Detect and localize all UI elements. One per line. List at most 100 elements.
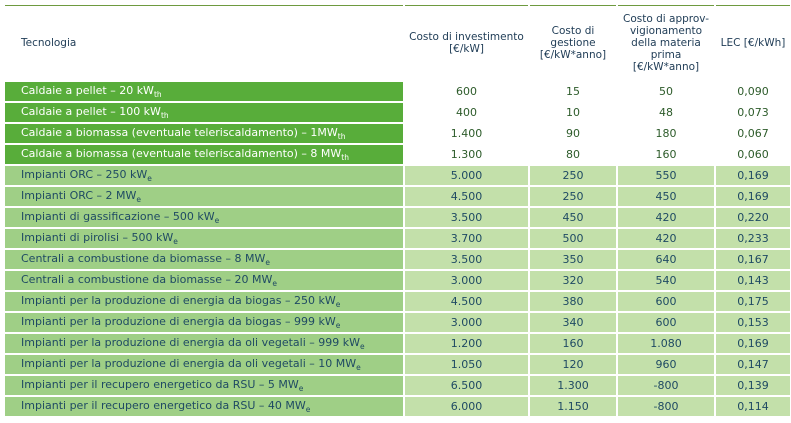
cell-gestione: 350: [530, 250, 616, 269]
cell-approvvigionamento: 180: [618, 124, 714, 143]
cell-approvvigionamento: 540: [618, 271, 714, 290]
unit-subscript: e: [214, 216, 220, 225]
table-row: Impianti di pirolisi – 500 kWe 3.700 500 42…: [5, 229, 790, 248]
table-row: Impianti per il recupero energetico da R…: [5, 397, 790, 416]
table-row: Caldaie a biomassa (eventuale teleriscal…: [5, 124, 790, 143]
cell-investimento: 4.500: [405, 187, 528, 206]
cell-gestione: 380: [530, 292, 616, 311]
unit-subscript: e: [173, 237, 178, 246]
cell-investimento: 5.000: [405, 166, 528, 185]
header-approvvigionamento: Costo di approv-vigionamento della mater…: [618, 5, 714, 80]
cell-tecnologia: Impianti per il recupero energetico da R…: [5, 376, 403, 395]
cell-tecnologia: Centrali a combustione da biomasse – 8 M…: [5, 250, 403, 269]
cell-gestione: 1.300: [530, 376, 616, 395]
cell-lec: 0,147: [716, 355, 790, 374]
unit-subscript: e: [298, 384, 304, 393]
cell-lec: 0,090: [716, 82, 790, 101]
technology-name: Caldaie a biomassa (eventuale teleriscal…: [21, 147, 342, 160]
unit-subscript: e: [335, 300, 341, 309]
cell-investimento: 1.050: [405, 355, 528, 374]
header-gestione: Costo di gestione [€/kW*anno]: [530, 5, 616, 80]
unit-subscript: e: [360, 342, 365, 351]
cell-investimento: 3.500: [405, 250, 528, 269]
cell-approvvigionamento: 600: [618, 313, 714, 332]
table-row: Centrali a combustione da biomasse – 8 M…: [5, 250, 790, 269]
cost-table-container: Tecnologia Costo di investimento [€/kW] …: [3, 3, 791, 420]
cell-lec: 0,220: [716, 208, 790, 227]
cell-approvvigionamento: 420: [618, 229, 714, 248]
technology-name: Centrali a combustione da biomasse – 20 …: [21, 273, 273, 286]
cell-investimento: 3.000: [405, 313, 528, 332]
cell-gestione: 120: [530, 355, 616, 374]
cell-gestione: 450: [530, 208, 616, 227]
cell-lec: 0,169: [716, 166, 790, 185]
cell-approvvigionamento: -800: [618, 376, 714, 395]
cell-approvvigionamento: 420: [618, 208, 714, 227]
cell-investimento: 6.000: [405, 397, 528, 416]
cell-lec: 0,169: [716, 187, 790, 206]
cell-approvvigionamento: 600: [618, 292, 714, 311]
cell-gestione: 340: [530, 313, 616, 332]
cell-gestione: 15: [530, 82, 616, 101]
table-row: Impianti ORC – 2 MWe 4.500 250 450 0,169: [5, 187, 790, 206]
cell-investimento: 400: [405, 103, 528, 122]
cell-gestione: 500: [530, 229, 616, 248]
technology-name: Caldaie a pellet – 100 kW: [21, 105, 161, 118]
cell-gestione: 320: [530, 271, 616, 290]
cell-tecnologia: Impianti per la produzione di energia da…: [5, 355, 403, 374]
cell-gestione: 10: [530, 103, 616, 122]
table-row: Impianti per la produzione di energia da…: [5, 334, 790, 353]
technology-name: Impianti di pirolisi – 500 kW: [21, 231, 174, 244]
technology-name: Impianti ORC – 250 kW: [21, 168, 148, 181]
technology-name: Impianti per il recupero energetico da R…: [21, 378, 299, 391]
cell-lec: 0,167: [716, 250, 790, 269]
cell-tecnologia: Caldaie a pellet – 20 kWth: [5, 82, 403, 101]
cell-approvvigionamento: 960: [618, 355, 714, 374]
unit-subscript: e: [335, 321, 341, 330]
cell-tecnologia: Impianti ORC – 2 MWe: [5, 187, 403, 206]
table-row: Centrali a combustione da biomasse – 20 …: [5, 271, 790, 290]
technology-name: Impianti per la produzione di energia da…: [21, 315, 336, 328]
unit-subscript: th: [337, 132, 346, 141]
table-row: Caldaie a biomassa (eventuale teleriscal…: [5, 145, 790, 164]
cell-lec: 0,175: [716, 292, 790, 311]
table-row: Caldaie a pellet – 20 kWth 600 15 50 0,090: [5, 82, 790, 101]
cell-tecnologia: Impianti per la produzione di energia da…: [5, 334, 403, 353]
technology-name: Impianti per la produzione di energia da…: [21, 357, 357, 370]
cell-investimento: 3.000: [405, 271, 528, 290]
cell-lec: 0,143: [716, 271, 790, 290]
cell-lec: 0,067: [716, 124, 790, 143]
table-row: Impianti per la produzione di energia da…: [5, 292, 790, 311]
cell-tecnologia: Impianti per il recupero energetico da R…: [5, 397, 403, 416]
cell-approvvigionamento: 640: [618, 250, 714, 269]
unit-subscript: e: [272, 279, 278, 288]
table-body: Caldaie a pellet – 20 kWth 600 15 50 0,090 Ca…: [5, 82, 790, 416]
cell-tecnologia: Impianti di pirolisi – 500 kWe: [5, 229, 403, 248]
cell-investimento: 1.200: [405, 334, 528, 353]
table-row: Caldaie a pellet – 100 kWth 400 10 48 0,073: [5, 103, 790, 122]
cell-approvvigionamento: 1.080: [618, 334, 714, 353]
technology-cost-table: Tecnologia Costo di investimento [€/kW] …: [3, 3, 791, 418]
unit-subscript: e: [356, 363, 361, 372]
cell-gestione: 250: [530, 187, 616, 206]
cell-gestione: 160: [530, 334, 616, 353]
table-row: Impianti per la produzione di energia da…: [5, 313, 790, 332]
cell-gestione: 90: [530, 124, 616, 143]
header-investimento: Costo di investimento [€/kW]: [405, 5, 528, 80]
cell-gestione: 80: [530, 145, 616, 164]
table-row: Impianti di gassificazione – 500 kWe 3.50…: [5, 208, 790, 227]
cell-tecnologia: Impianti ORC – 250 kWe: [5, 166, 403, 185]
cell-tecnologia: Impianti di gassificazione – 500 kWe: [5, 208, 403, 227]
cell-investimento: 6.500: [405, 376, 528, 395]
unit-subscript: e: [147, 174, 152, 183]
technology-name: Impianti di gassificazione – 500 kW: [21, 210, 215, 223]
cell-approvvigionamento: 50: [618, 82, 714, 101]
cell-tecnologia: Centrali a combustione da biomasse – 20 …: [5, 271, 403, 290]
cell-approvvigionamento: 48: [618, 103, 714, 122]
cell-investimento: 1.400: [405, 124, 528, 143]
cell-lec: 0,114: [716, 397, 790, 416]
table-row: Impianti per la produzione di energia da…: [5, 355, 790, 374]
cell-tecnologia: Caldaie a biomassa (eventuale teleriscal…: [5, 124, 403, 143]
cell-lec: 0,139: [716, 376, 790, 395]
cell-approvvigionamento: 550: [618, 166, 714, 185]
